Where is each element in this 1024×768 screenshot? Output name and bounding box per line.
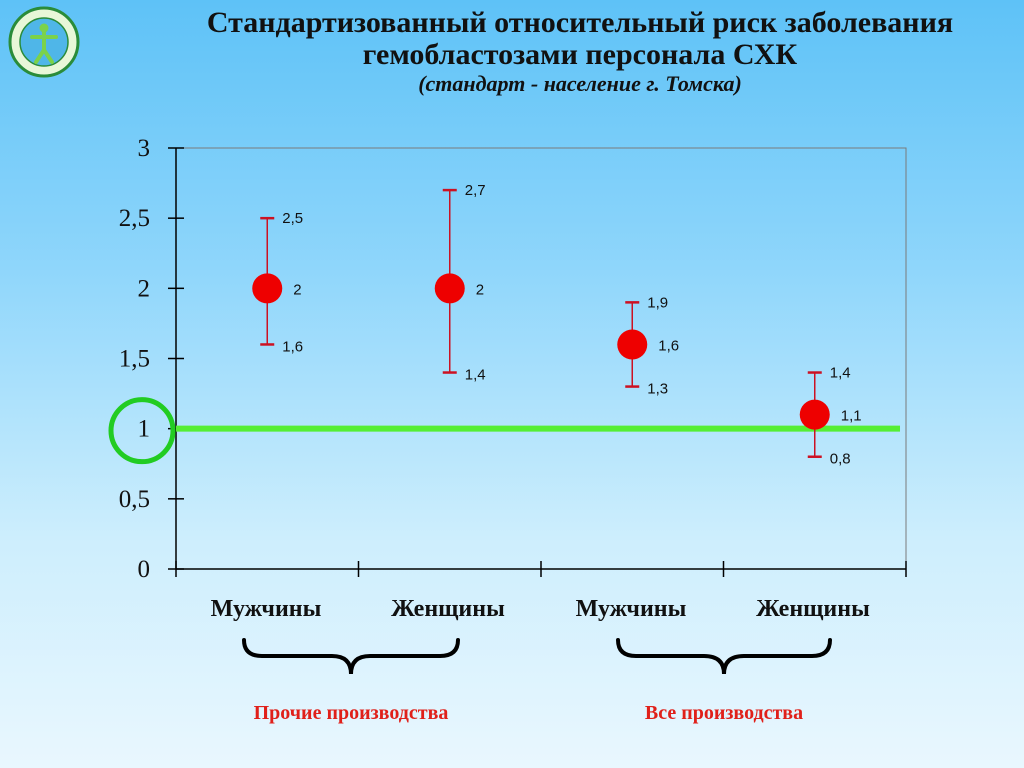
y-tick-label-3: 1,5 xyxy=(119,346,150,373)
category-label-0: Мужчины xyxy=(210,596,322,622)
data-point-0 xyxy=(252,273,283,304)
lower-label-1: 1,4 xyxy=(465,367,486,384)
category-label-2: Мужчины xyxy=(575,596,687,622)
group-brace-all xyxy=(616,638,832,675)
reference-highlight-circle xyxy=(108,397,176,465)
lower-label-0: 1,6 xyxy=(282,338,303,355)
slide-title-line2: гемобластозами персонала СХК xyxy=(362,38,798,71)
value-label-1: 2 xyxy=(476,281,484,298)
y-tick-label-4: 2 xyxy=(138,275,151,302)
upper-label-1: 2,7 xyxy=(465,182,486,199)
value-label-2: 1,6 xyxy=(658,337,679,354)
value-label-3: 1,1 xyxy=(841,408,862,425)
y-tick-label-0: 0 xyxy=(138,556,151,583)
slide-title-line1: Стандартизованный относительный риск заб… xyxy=(206,6,954,39)
lower-label-2: 1,3 xyxy=(647,381,668,398)
group-label-all-industries: Все производства xyxy=(644,702,804,724)
category-label-3: Женщины xyxy=(756,596,870,622)
upper-label-3: 1,4 xyxy=(830,365,851,382)
lower-label-3: 0,8 xyxy=(830,451,851,468)
y-tick-label-6: 3 xyxy=(138,135,151,162)
group-brace-other xyxy=(242,638,460,675)
upper-label-2: 1,9 xyxy=(647,294,668,311)
y-tick-label-5: 2,5 xyxy=(119,205,150,232)
value-label-0: 2 xyxy=(293,281,301,298)
category-label-1: Женщины xyxy=(391,596,505,622)
data-point-2 xyxy=(617,329,648,360)
slide-subtitle: (стандарт - население г. Томска) xyxy=(418,71,742,96)
upper-label-0: 2,5 xyxy=(282,210,303,227)
y-tick-label-2: 1 xyxy=(138,416,151,443)
data-point-3 xyxy=(799,399,830,430)
logo-emblem-icon xyxy=(8,6,80,78)
group-label-other-industries: Прочие производства xyxy=(253,702,449,724)
y-tick-label-1: 0,5 xyxy=(119,486,150,513)
data-point-1 xyxy=(434,273,465,304)
